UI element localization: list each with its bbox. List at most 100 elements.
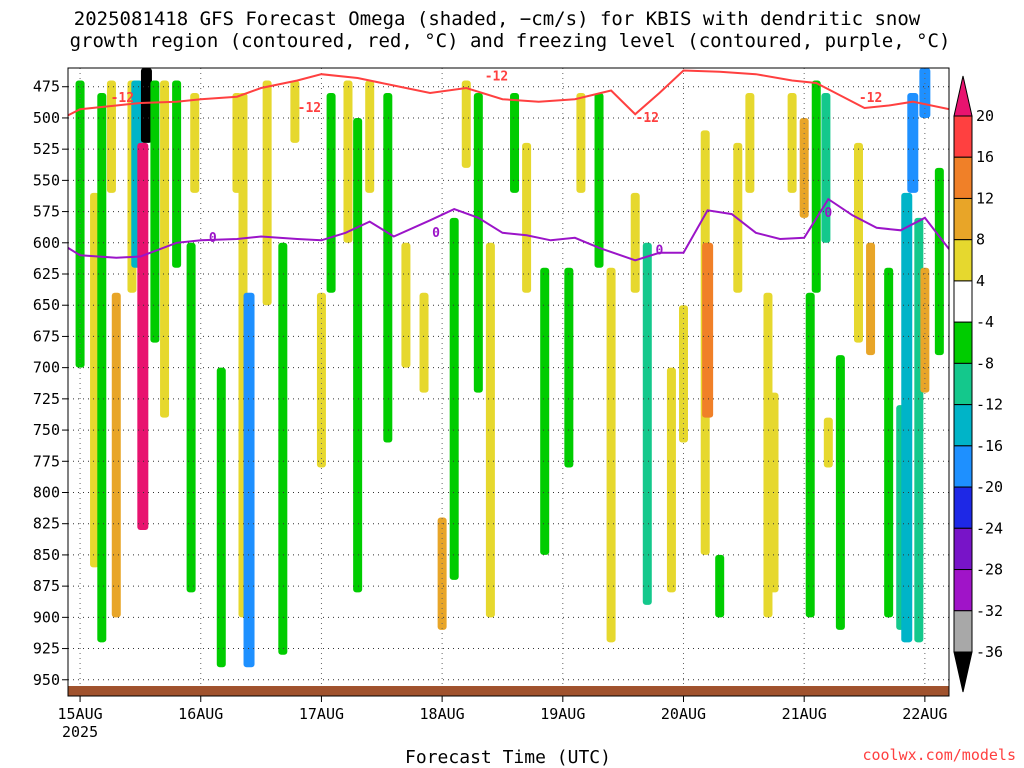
omega-streak [799,117,809,218]
omega-streak [90,192,100,568]
contour-label: 0 [209,231,217,246]
omega-streak [594,92,604,268]
omega-streak [137,142,149,530]
omega-streak [884,267,894,618]
y-tick-label: 575 [33,203,60,221]
colorbar-tick-label: 4 [976,272,985,290]
y-tick-label: 700 [33,359,60,377]
omega-streak [715,554,725,618]
omega-streak [111,292,121,618]
y-tick-label: 500 [33,109,60,127]
contour-label: -12 [485,70,508,85]
colorbar-tick-label: -20 [976,478,1003,496]
contour-label: -12 [859,91,882,106]
y-tick-label: 525 [33,140,60,158]
y-tick-label: 875 [33,577,60,595]
omega-streak [866,242,876,356]
omega-streak [745,92,755,193]
contour-label: 0 [432,226,440,241]
omega-streak [160,80,170,418]
colorbar-tick-label: -16 [976,437,1003,455]
y-axis: 475 500 525 550 575 600 625 650 675 700 725 750 775 8… [33,78,68,689]
omega-streak [383,92,393,443]
y-tick-label: 675 [33,327,60,345]
omega-streak [190,92,200,193]
dendritic-growth-contour [68,69,949,117]
x-tick-sublabel: 2025 [62,723,98,741]
colorbar-bin [953,610,973,653]
colorbar-bin [953,321,973,364]
omega-streak [449,217,459,580]
x-tick-label: 16AUG [178,705,223,723]
omega-streak [97,92,107,643]
colorbar-bin [953,527,973,571]
x-tick-label: 18AUG [420,705,465,723]
y-tick-label: 775 [33,452,60,470]
omega-streak [262,80,272,306]
omega-streak [787,92,797,193]
omega-streak [216,367,226,668]
omega-streak [576,92,586,193]
omega-streak [278,242,288,655]
credit-text: coolwx.com/models [862,746,1016,764]
omega-streak [510,92,520,193]
omega-streak [901,192,913,643]
omega-streak [522,142,532,293]
x-tick-label: 20AUG [661,705,706,723]
colorbar-bin [953,280,973,323]
omega-streak [150,80,160,343]
colorbar-tick-label: 16 [976,148,994,166]
omega-streak [540,267,550,555]
chart-title-line2: growth region (contoured, red, °C) and f… [70,30,951,52]
contour-label: 0 [655,243,663,258]
omega-streak [919,68,931,118]
omega-streak [769,392,779,593]
omega-streak [401,242,411,368]
x-axis-label: Forecast Time (UTC) [405,747,611,768]
y-tick-label: 850 [33,546,60,564]
colorbar-tick-label: -28 [976,561,1003,579]
y-tick-label: 550 [33,171,60,189]
freezing-level-contour [68,197,949,262]
omega-streak [243,292,255,668]
omega-streak [172,80,182,268]
colorbar-tick-label: -24 [976,519,1003,537]
x-tick-label: 19AUG [540,705,585,723]
colorbar-bin [953,115,973,158]
omega-streak [811,80,821,293]
omega-streak [823,417,833,468]
omega-streak [630,192,640,293]
x-tick-label: 17AUG [299,705,344,723]
colorbar-bin [953,156,973,199]
y-tick-label: 650 [33,296,60,314]
contour-label: -12 [636,111,659,126]
omega-streak [934,167,944,356]
omega-streak [326,92,336,293]
y-tick-label: 475 [33,78,60,96]
omega-streak [140,68,152,143]
y-tick-label: 725 [33,390,60,408]
y-tick-label: 800 [33,483,60,501]
ground-surface [68,686,949,696]
omega-streak [805,292,815,618]
grid [68,68,949,696]
contour-label: -12 [111,91,134,106]
omega-streak [353,117,363,593]
colorbar-tick-label: 8 [976,231,985,249]
y-tick-label: 900 [33,608,60,626]
colorbar-bin [953,362,973,406]
colorbar-bin [953,404,973,447]
colorbar-tick-label: -8 [976,354,994,372]
omega-streak [907,92,919,193]
contour-label: 0 [824,206,832,221]
omega-streak [106,80,116,193]
colorbar-bin [953,569,973,612]
colorbar-bottom-arrow [953,651,973,693]
colorbar: 20 16 12 8 4 -4 -8 -12 -16 -20 -24 -28 -32 -36 [953,75,1003,693]
x-tick-label: 15AUG [57,705,102,723]
plot-frame [67,67,950,697]
omega-streak [642,242,652,605]
y-tick-label: 625 [33,265,60,283]
omega-streak [666,367,676,593]
